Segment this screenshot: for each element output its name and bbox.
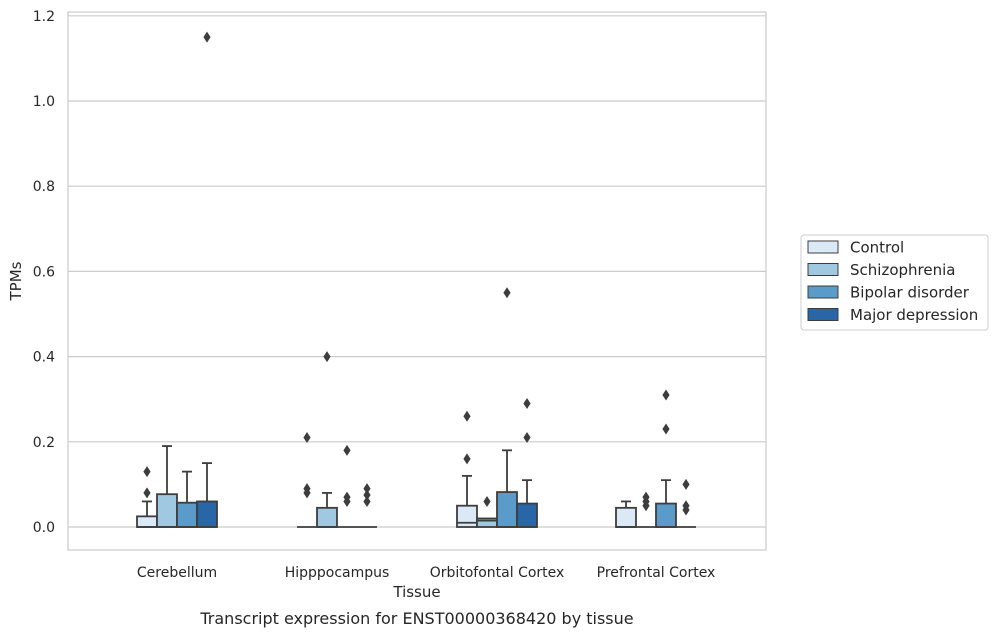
box-control	[136, 466, 158, 528]
outlier-point	[642, 491, 650, 503]
box-groups	[136, 31, 696, 528]
y-tick-label: 0.8	[33, 179, 55, 195]
box-control	[297, 432, 317, 528]
legend-swatch	[807, 308, 839, 321]
legend-swatch	[807, 263, 839, 276]
box-schizophrenia	[316, 351, 338, 528]
x-axis-label: Tissue	[392, 583, 440, 601]
x-tick-label: Cerebellum	[137, 565, 217, 581]
box-body	[176, 501, 198, 528]
box-bipolar-disorder	[496, 287, 518, 528]
legend-label: Major depression	[850, 306, 978, 324]
grid-lines	[68, 15, 766, 528]
outlier-point	[662, 423, 670, 435]
plot-frame	[67, 11, 767, 551]
box-schizophrenia	[636, 491, 656, 528]
outlier-point	[463, 453, 471, 465]
outlier-point	[662, 389, 670, 401]
box-bipolar-disorder	[176, 470, 198, 528]
legend: Control Schizophrenia Bipolar disorder Majo…	[800, 234, 989, 331]
outlier-point	[203, 31, 211, 43]
outlier-point	[363, 483, 371, 495]
box-major-depression	[516, 397, 538, 528]
box-schizophrenia	[156, 445, 178, 528]
outlier-point	[143, 466, 151, 478]
box-bipolar-disorder	[655, 389, 677, 528]
outlier-point	[682, 478, 690, 490]
outlier-point	[363, 495, 371, 507]
legend-label: Control	[850, 239, 904, 257]
x-tick-label: Orbitofontal Cortex	[430, 565, 565, 581]
outlier-point	[143, 487, 151, 499]
outlier-point	[323, 351, 331, 363]
box-body	[156, 493, 178, 528]
outlier-point	[503, 287, 511, 299]
box-bipolar-disorder	[337, 444, 357, 528]
y-tick-label: 0.2	[33, 435, 55, 451]
box-body	[196, 500, 218, 528]
box-control	[615, 500, 637, 528]
outlier-point	[343, 444, 351, 456]
y-tick-label: 1.2	[33, 9, 55, 25]
outlier-point	[343, 491, 351, 503]
box-body	[655, 502, 677, 528]
legend-label: Bipolar disorder	[850, 284, 970, 302]
y-tick-label: 0.4	[33, 350, 55, 366]
x-tick-label: Prefrontal Cortex	[597, 565, 716, 581]
box-schizophrenia	[476, 495, 498, 528]
box-body	[136, 515, 158, 528]
x-tick-label: Hipppocampus	[285, 565, 390, 581]
box-control	[456, 410, 478, 528]
y-tick-labels: 0.0 0.2 0.4 0.6 0.8 1.0 1.2	[33, 9, 55, 536]
box-body	[456, 504, 478, 528]
box-body	[615, 506, 637, 528]
box-major-depression	[676, 478, 696, 528]
y-tick-label: 1.0	[33, 94, 55, 110]
outlier-point	[483, 495, 491, 507]
outlier-point	[523, 397, 531, 409]
outlier-point	[303, 483, 311, 495]
y-tick-label: 0.6	[33, 264, 55, 280]
outlier-point	[463, 410, 471, 422]
box-major-depression	[357, 483, 377, 528]
box-body	[316, 506, 338, 528]
chart-caption: Transcript expression for ENST0000036842…	[199, 609, 633, 628]
box-body	[516, 502, 538, 528]
outlier-point	[523, 432, 531, 444]
y-tick-label: 0.0	[33, 520, 55, 536]
legend-swatch	[807, 285, 839, 299]
outlier-point	[682, 500, 690, 512]
x-tick-labels: Cerebellum Hipppocampus Orbitofontal Corte…	[137, 565, 715, 581]
outlier-point	[363, 489, 371, 501]
box-major-depression	[196, 31, 218, 528]
legend-swatch	[807, 240, 839, 254]
y-axis-label: TPMs	[7, 261, 25, 301]
box-body	[496, 491, 518, 528]
outlier-point	[303, 432, 311, 444]
legend-frame	[800, 234, 989, 331]
legend-label: Schizophrenia	[850, 261, 955, 279]
